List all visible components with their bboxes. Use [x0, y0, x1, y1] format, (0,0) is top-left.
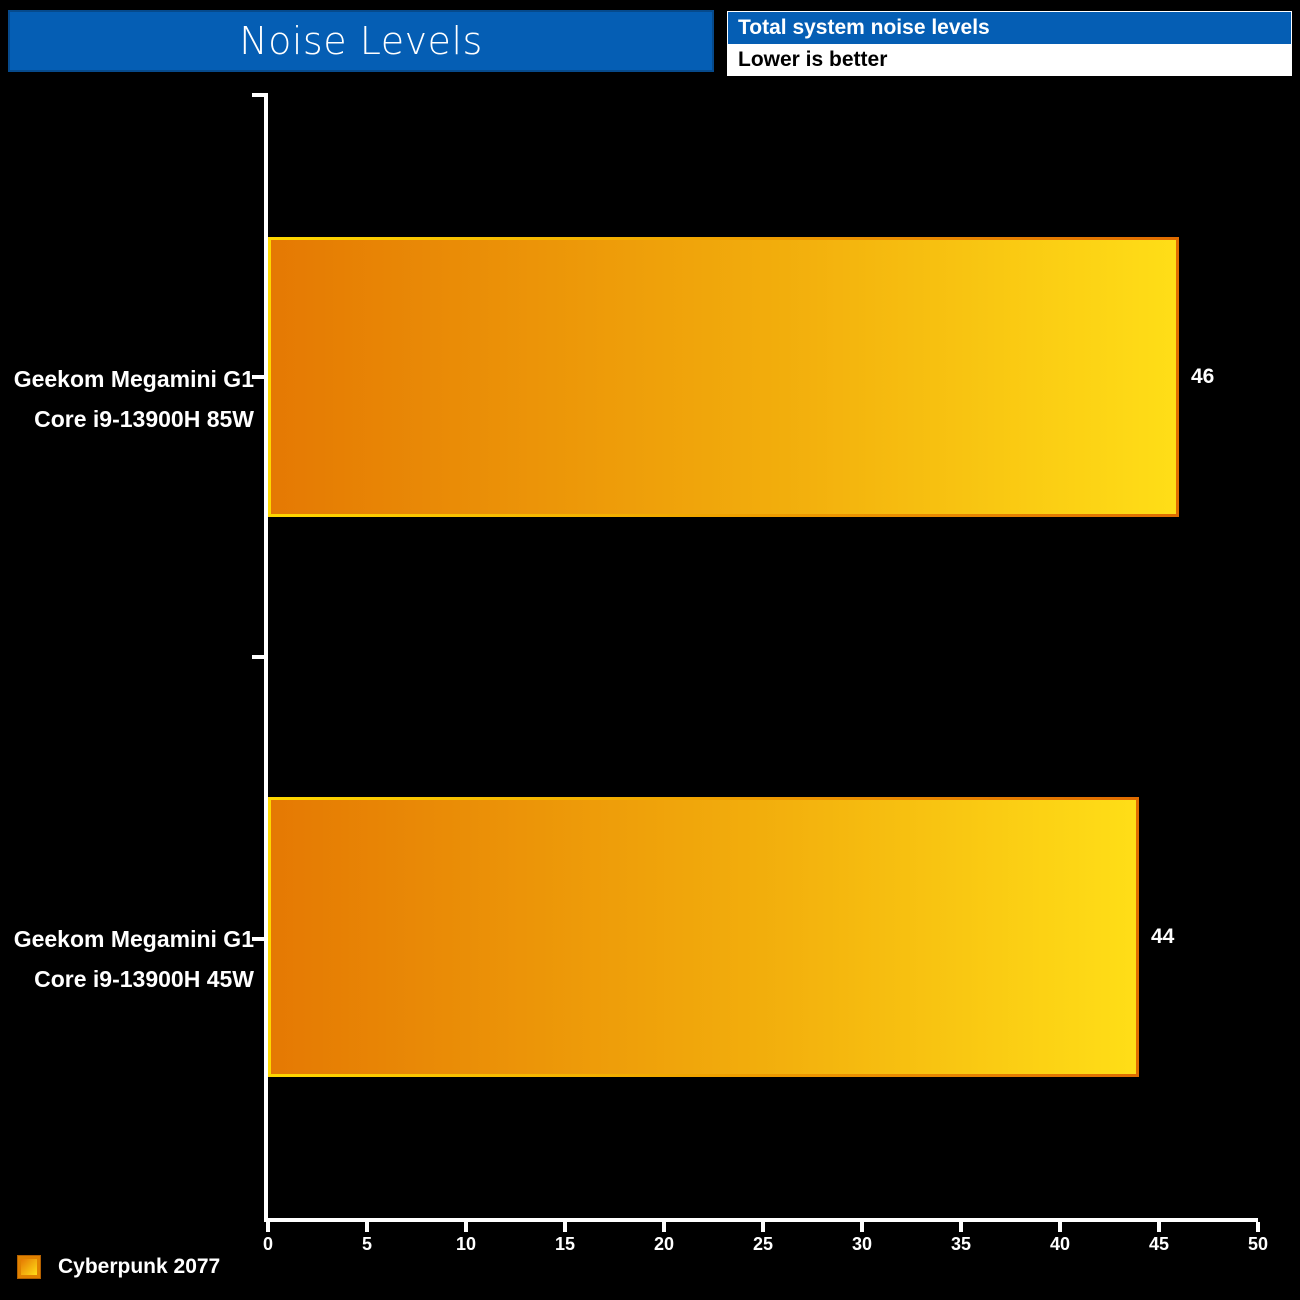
y-axis-line — [264, 93, 268, 1222]
x-tick-mark — [464, 1222, 468, 1232]
x-tick-label: 25 — [752, 1234, 774, 1254]
category-label-45w-line2: Core i9-13900H 45W — [34, 966, 254, 992]
chart-subtitle: Total system noise levels — [728, 12, 1291, 44]
x-tick-mark — [662, 1222, 666, 1232]
x-tick-label: 45 — [1148, 1234, 1170, 1254]
bar-45w — [268, 797, 1139, 1077]
category-label-85w-line2: Core i9-13900H 85W — [34, 406, 254, 432]
y-tick-mark — [252, 375, 266, 379]
x-tick-label: 40 — [1049, 1234, 1071, 1254]
chart-note: Lower is better — [728, 44, 1291, 75]
x-tick-mark — [1058, 1222, 1062, 1232]
category-label-45w: Geekom Megamini G1 Core i9-13900H 45W — [0, 819, 256, 1099]
chart-title: Noise Levels — [239, 19, 483, 63]
category-label-45w-line1: Geekom Megamini G1 — [13, 926, 254, 952]
x-tick-label: 35 — [950, 1234, 972, 1254]
x-tick-mark — [1157, 1222, 1161, 1232]
chart-subtitle-box: Total system noise levels Lower is bette… — [727, 11, 1292, 76]
bar-45w-fill — [271, 800, 1136, 1074]
x-tick-mark — [563, 1222, 567, 1232]
x-tick-label: 5 — [361, 1234, 372, 1254]
legend-swatch-icon — [18, 1256, 40, 1278]
legend: Cyberpunk 2077 — [18, 1255, 220, 1279]
x-tick-mark — [860, 1222, 864, 1232]
x-tick-label: 20 — [653, 1234, 675, 1254]
category-label-85w-line1: Geekom Megamini G1 — [13, 366, 254, 392]
y-tick-mark — [252, 655, 266, 659]
bar-value-85w: 46 — [1191, 365, 1215, 388]
x-tick-mark — [959, 1222, 963, 1232]
y-tick-mark — [252, 93, 266, 97]
legend-label: Cyberpunk 2077 — [58, 1255, 221, 1278]
x-tick-mark — [1256, 1222, 1260, 1232]
bar-row-85w: 46 — [268, 237, 1300, 517]
bar-value-45w: 44 — [1151, 925, 1175, 948]
bar-85w-fill — [271, 240, 1176, 514]
x-tick-mark — [266, 1222, 270, 1232]
x-tick-label: 30 — [851, 1234, 873, 1254]
x-tick-label: 10 — [455, 1234, 477, 1254]
x-axis-line — [264, 1218, 1258, 1222]
x-tick-mark — [761, 1222, 765, 1232]
x-tick-label: 0 — [262, 1234, 273, 1254]
x-tick-label: 15 — [554, 1234, 576, 1254]
bar-85w — [268, 237, 1179, 517]
x-tick-label: 50 — [1247, 1234, 1269, 1254]
x-tick-mark — [365, 1222, 369, 1232]
category-label-85w: Geekom Megamini G1 Core i9-13900H 85W — [0, 259, 256, 539]
y-tick-mark — [252, 937, 266, 941]
chart-title-bar: Noise Levels — [8, 10, 714, 72]
bar-row-45w: 44 — [268, 797, 1300, 1077]
